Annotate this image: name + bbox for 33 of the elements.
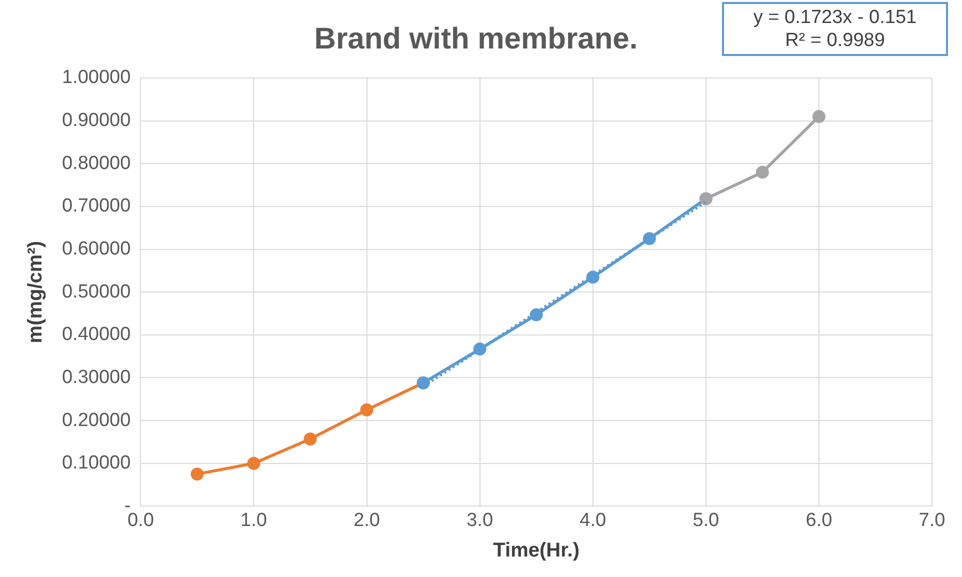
point <box>304 432 317 446</box>
y-tick-label: 0.50000 <box>62 281 131 302</box>
point <box>360 403 374 416</box>
y-tick-label: 0.30000 <box>62 366 131 388</box>
x-tick-label: 6.0 <box>806 510 832 531</box>
y-tick-label: 0.80000 <box>62 152 131 174</box>
y-tick-label: 0.90000 <box>62 110 131 132</box>
y-tick-label: 1.00000 <box>62 67 131 88</box>
y-tick-label: 0.70000 <box>62 196 131 217</box>
x-tick-label: 5.0 <box>692 510 720 531</box>
point <box>247 456 260 470</box>
x-tick-label: 3.0 <box>466 510 494 531</box>
point <box>756 166 769 179</box>
x-tick-label: 0.0 <box>127 510 154 531</box>
y-tick-label: 0.40000 <box>62 324 131 346</box>
chart-title: Brand with membrane. <box>314 22 638 56</box>
y-tick-label: 0.10000 <box>62 452 131 474</box>
point <box>642 232 656 246</box>
point <box>530 308 543 322</box>
x-tick-label: 2.0 <box>354 510 380 531</box>
point <box>586 270 600 284</box>
text: R² = 0.9989 <box>784 29 886 52</box>
y-axis-title: m(mg/cm²) <box>24 240 47 344</box>
text: y = 0.1723x - 0.151 <box>752 6 918 29</box>
x-tick-label: 4.0 <box>580 510 606 531</box>
y-tick-label: 0.20000 <box>62 410 131 431</box>
point <box>190 468 204 481</box>
x-tick-label: 1.0 <box>240 510 267 531</box>
point <box>473 342 486 356</box>
point <box>812 110 826 124</box>
x-tick-label: 7.0 <box>918 510 946 531</box>
x-axis-title: Time(Hr.) <box>493 540 580 562</box>
y-tick-label: 0.60000 <box>62 238 131 260</box>
